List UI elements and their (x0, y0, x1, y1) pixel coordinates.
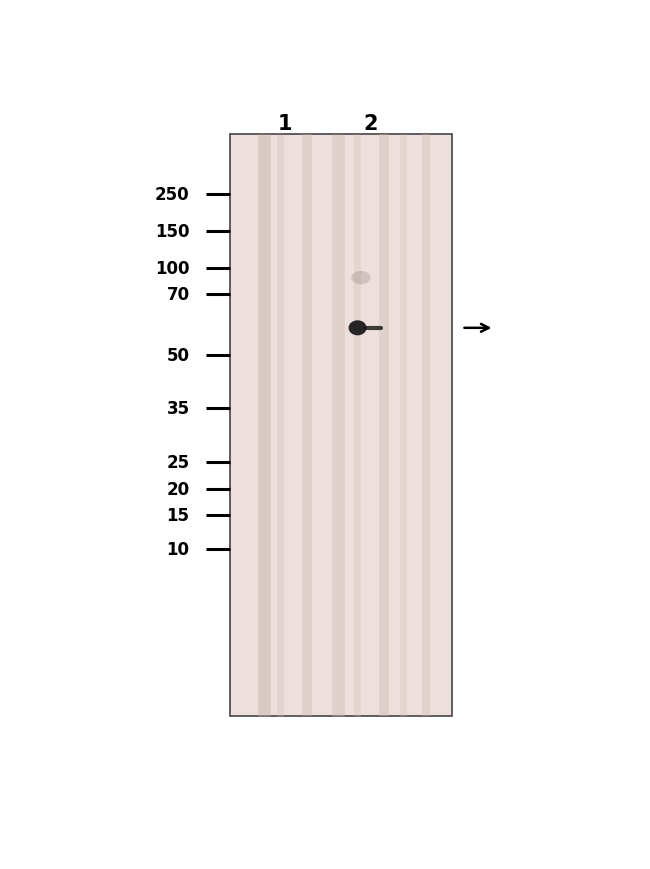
Text: 25: 25 (166, 454, 190, 471)
Text: 100: 100 (155, 259, 190, 277)
Ellipse shape (348, 321, 367, 336)
Text: 50: 50 (166, 346, 190, 364)
Bar (230, 135, 452, 717)
Text: 20: 20 (166, 480, 190, 498)
Text: 2: 2 (363, 115, 378, 135)
Text: 15: 15 (166, 507, 190, 525)
Text: 150: 150 (155, 222, 190, 241)
Text: 10: 10 (166, 541, 190, 558)
Text: 70: 70 (166, 286, 190, 304)
Ellipse shape (351, 271, 370, 285)
Text: 250: 250 (155, 186, 190, 203)
Text: 35: 35 (166, 400, 190, 418)
Text: 1: 1 (278, 115, 292, 135)
